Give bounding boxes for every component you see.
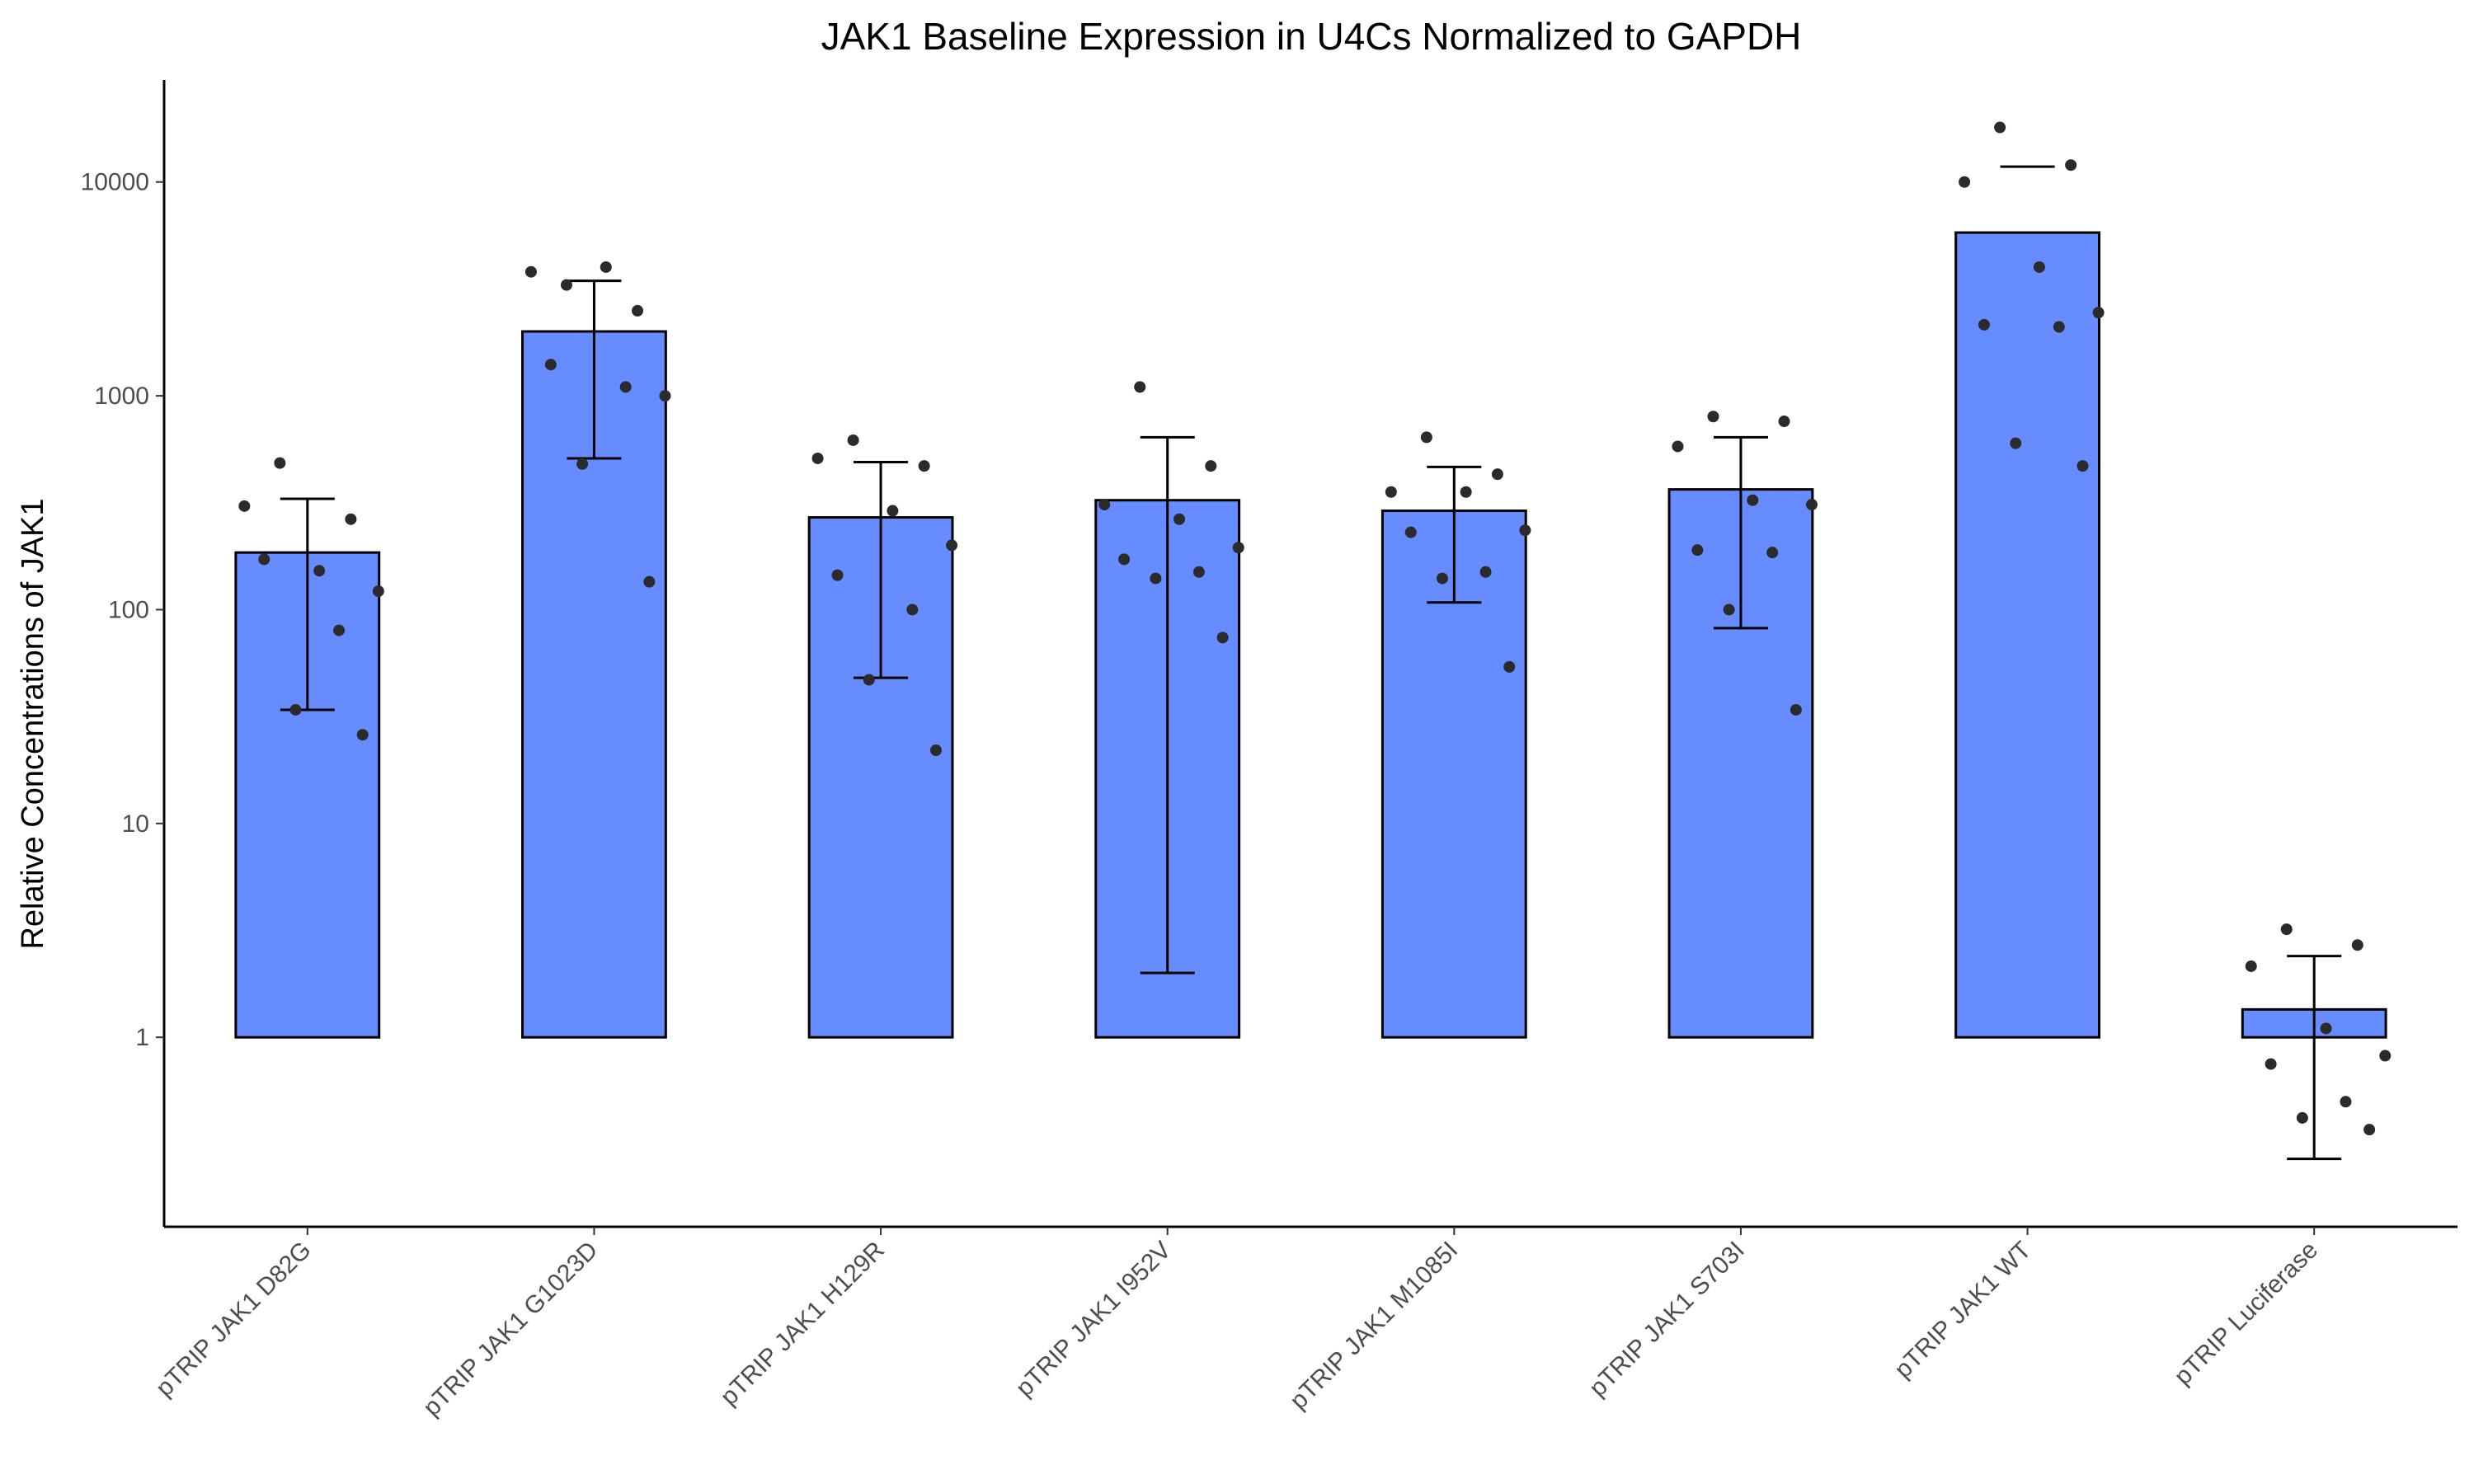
data-point (918, 460, 930, 472)
x-tick-label: pTRIP Luciferase (2169, 1237, 2323, 1391)
x-tick-label: pTRIP JAK1 I952V (1011, 1237, 1177, 1402)
data-point (1232, 542, 1244, 554)
y-tick-label: 1 (135, 1024, 149, 1051)
data-point (2053, 321, 2065, 333)
data-point (1192, 566, 1205, 578)
data-point (831, 569, 844, 581)
data-point (1790, 703, 1802, 716)
x-axis-ticks: pTRIP JAK1 D82G pTRIP JAK1 G1023D pTRIP JA… (151, 1227, 2323, 1421)
data-point (1420, 431, 1432, 444)
data-point (345, 513, 357, 525)
data-point (811, 452, 824, 464)
data-point (1723, 603, 1735, 616)
data-point (289, 703, 302, 716)
data-point (1098, 499, 1111, 511)
chart-title: JAK1 Baseline Expression in U4Cs Normali… (821, 15, 1802, 58)
data-point (1994, 121, 2006, 134)
data-point (1150, 572, 1162, 585)
data-point (1707, 411, 1719, 423)
data-point (1747, 494, 1759, 506)
plot-area (234, 121, 2392, 1161)
data-point (1519, 524, 1531, 537)
bar (1954, 231, 2100, 1039)
data-point (238, 500, 251, 512)
data-point (2033, 261, 2045, 273)
data-point (847, 434, 859, 446)
data-point (929, 744, 942, 757)
data-point (1959, 176, 1971, 188)
x-tick-label: pTRIP JAK1 M1085I (1285, 1237, 1463, 1415)
data-point (2065, 159, 2077, 171)
data-point (1460, 486, 1472, 498)
data-point (2340, 1096, 2352, 1108)
x-tick-label: pTRIP JAK1 H129R (715, 1237, 890, 1411)
y-axis-label: Relative Concentrations of JAK1 (16, 498, 50, 949)
data-point (2351, 939, 2363, 951)
data-point (1404, 526, 1417, 538)
y-tick-label: 10 (122, 810, 149, 838)
data-point (2092, 307, 2105, 319)
data-point (1205, 460, 1217, 472)
data-point (2379, 1050, 2392, 1062)
data-point (643, 575, 656, 588)
data-point (2320, 1022, 2332, 1035)
data-point (1766, 547, 1779, 559)
data-point (313, 565, 326, 577)
data-point (372, 585, 384, 598)
y-tick-label: 1000 (94, 383, 149, 410)
x-tick-label: pTRIP JAK1 D82G (151, 1237, 317, 1402)
data-point (356, 729, 369, 741)
data-point (2265, 1058, 2277, 1070)
data-point (1805, 499, 1818, 511)
data-point (1216, 632, 1229, 644)
data-point (906, 603, 919, 616)
data-point (333, 624, 346, 636)
data-point (2296, 1111, 2308, 1124)
data-point (1691, 544, 1704, 556)
data-point (576, 458, 589, 470)
data-point (1503, 660, 1516, 673)
data-point (600, 261, 612, 273)
y-axis-ticks: 1 10 100 1000 10000 (81, 169, 164, 1051)
data-point (1778, 416, 1790, 428)
data-point (1174, 513, 1186, 525)
data-point (560, 279, 572, 291)
data-point (887, 505, 899, 517)
x-tick-label: pTRIP JAK1 WT (1889, 1237, 2037, 1384)
data-point (1118, 553, 1131, 566)
data-point (1479, 566, 1492, 578)
data-point (2245, 960, 2257, 972)
y-tick-label: 100 (108, 596, 149, 623)
data-point (2280, 923, 2293, 936)
data-point (863, 674, 875, 686)
data-point (1385, 486, 1397, 498)
data-point (659, 390, 671, 402)
data-point (632, 304, 644, 317)
data-point (524, 265, 537, 278)
x-tick-label: pTRIP JAK1 G1023D (418, 1237, 604, 1422)
data-point (1978, 318, 1990, 331)
data-point (2077, 460, 2089, 472)
data-point (1436, 572, 1448, 585)
data-point (2363, 1124, 2376, 1136)
x-tick-label: pTRIP JAK1 S703I (1584, 1237, 1750, 1402)
data-point (946, 539, 958, 552)
data-point (2010, 437, 2022, 449)
data-point (1672, 440, 1684, 453)
y-tick-label: 10000 (81, 169, 149, 196)
data-point (274, 457, 286, 469)
data-point (1134, 381, 1146, 393)
data-point (544, 359, 557, 371)
data-point (619, 381, 632, 393)
data-point (1491, 468, 1503, 481)
data-point (258, 553, 270, 566)
